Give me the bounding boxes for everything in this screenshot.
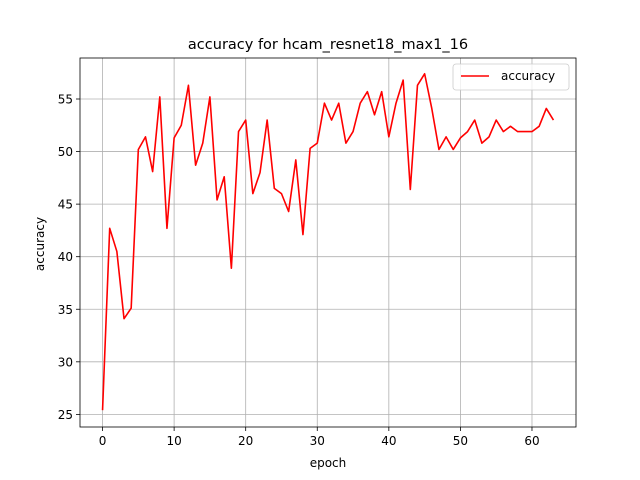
x-axis-ticks: 0 10 20 30 40 50 60 — [99, 427, 540, 448]
x-tick-label: 40 — [381, 434, 396, 448]
y-tick-label: 55 — [58, 93, 73, 107]
x-tick-label: 0 — [99, 434, 107, 448]
legend: accuracy — [452, 63, 570, 91]
y-tick-label: 50 — [58, 145, 73, 159]
y-axis-label: accuracy — [33, 217, 47, 271]
y-tick-label: 35 — [58, 303, 73, 317]
y-tick-label: 25 — [58, 408, 73, 422]
x-tick-label: 20 — [238, 434, 253, 448]
y-tick-label: 40 — [58, 250, 73, 264]
y-axis-ticks: 25 30 35 40 45 50 55 — [58, 93, 80, 422]
legend-label-accuracy: accuracy — [501, 69, 555, 83]
y-tick-label: 30 — [58, 355, 73, 369]
legend-box — [452, 63, 570, 91]
series-layer — [101, 72, 555, 411]
y-tick-label: 45 — [58, 198, 73, 212]
series-line-accuracy — [101, 72, 555, 411]
x-tick-label: 50 — [453, 434, 468, 448]
x-tick-label: 10 — [166, 434, 181, 448]
plot-frame — [79, 57, 577, 428]
chart-title: accuracy for hcam_resnet18_max1_16 — [188, 37, 468, 53]
x-tick-label: 30 — [310, 434, 325, 448]
x-axis-label: epoch — [310, 456, 347, 470]
x-tick-label: 60 — [524, 434, 539, 448]
